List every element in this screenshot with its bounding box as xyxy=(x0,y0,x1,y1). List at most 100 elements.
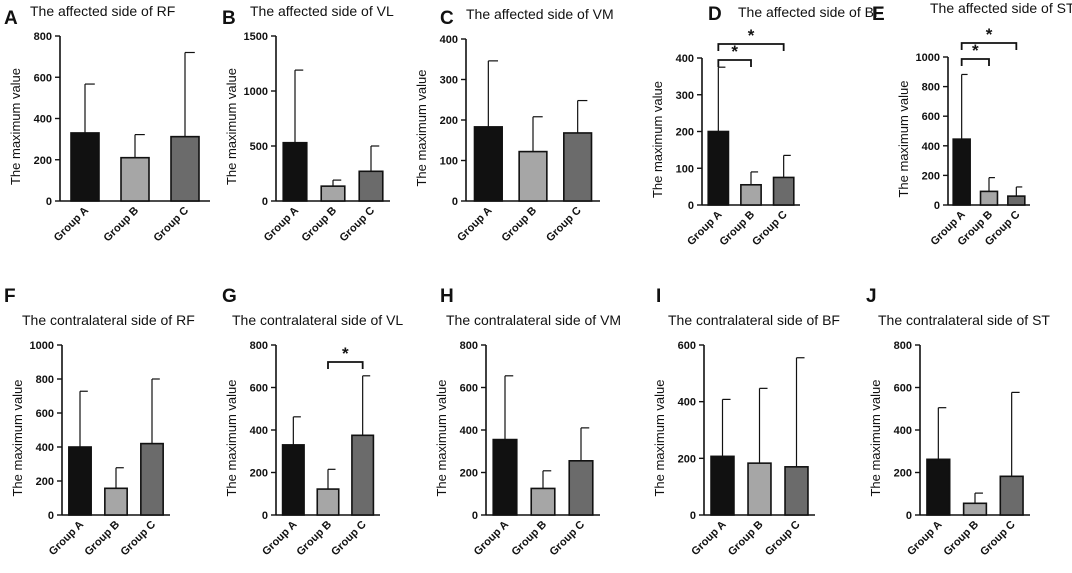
y-tick-label: 600 xyxy=(678,340,696,352)
category-label: Group B xyxy=(942,519,982,559)
y-tick-label: 1000 xyxy=(30,340,54,352)
bar-group-c xyxy=(772,176,795,206)
y-tick-label: 0 xyxy=(934,200,940,212)
y-tick-label: 400 xyxy=(676,53,694,65)
y-tick-label: 400 xyxy=(894,425,912,437)
panel-letter: H xyxy=(440,286,454,307)
bar-group-a xyxy=(710,455,735,516)
bar-group-b xyxy=(120,156,150,202)
y-tick-label: 200 xyxy=(922,170,940,182)
category-label: Group B xyxy=(295,519,335,559)
category-label: Group B xyxy=(83,519,123,559)
category-label: Group B xyxy=(300,205,340,245)
significance-bracket xyxy=(960,58,990,66)
y-tick-label: 800 xyxy=(34,31,52,43)
panel-letter: J xyxy=(866,286,877,307)
y-tick-label: 600 xyxy=(34,72,52,84)
bar-group-c xyxy=(568,460,594,516)
panel-e: E The affected side of ST The maximum valu… xyxy=(872,0,1072,248)
y-axis-label: The maximum value xyxy=(434,379,449,496)
panel-h: H The contralateral side of VM The maximum… xyxy=(434,286,621,558)
bar-group-a xyxy=(282,141,308,202)
y-axis-label: The maximum value xyxy=(652,379,667,496)
panel-d: D The affected side of BF The maximum valu… xyxy=(650,4,883,248)
panel-title: The contralateral side of RF xyxy=(22,312,195,328)
y-axis-label: The maximum value xyxy=(8,68,23,185)
significance-star: * xyxy=(972,41,979,60)
significance-star: * xyxy=(986,25,993,44)
panel-letter: G xyxy=(222,286,237,307)
category-label: Group C xyxy=(978,519,1018,559)
y-tick-label: 0 xyxy=(690,510,696,522)
y-axis-label: The maximum value xyxy=(224,379,239,496)
bar-group-a xyxy=(926,458,951,516)
panel-title: The affected side of VL xyxy=(250,3,394,19)
category-label: Group C xyxy=(763,519,803,559)
y-tick-label: 200 xyxy=(34,155,52,167)
panel-title: The contralateral side of ST xyxy=(878,312,1050,328)
y-tick-label: 200 xyxy=(894,468,912,480)
bar-group-a xyxy=(68,446,92,516)
panel-letter: A xyxy=(4,8,18,29)
panel-letter: D xyxy=(708,4,722,25)
y-tick-label: 300 xyxy=(676,90,694,102)
y-tick-label: 0 xyxy=(46,196,52,208)
panel-title: The contralateral side of VM xyxy=(446,312,621,328)
y-tick-label: 600 xyxy=(36,408,54,420)
y-tick-label: 200 xyxy=(250,468,268,480)
panel-b: B The affected side of VL The maximum valu… xyxy=(222,3,394,244)
y-tick-label: 600 xyxy=(250,383,268,395)
category-label: Group A xyxy=(262,205,301,244)
y-tick-label: 400 xyxy=(460,425,478,437)
category-label: Group C xyxy=(119,519,159,559)
category-label: Group A xyxy=(52,205,91,244)
bar-group-c xyxy=(140,442,164,516)
panel-title: The affected side of ST xyxy=(930,0,1072,16)
significance-bracket xyxy=(717,59,752,67)
y-tick-label: 0 xyxy=(452,196,458,208)
bar-group-a xyxy=(281,444,305,516)
bar-group-b xyxy=(104,487,128,516)
y-tick-label: 0 xyxy=(688,200,694,212)
y-tick-label: 800 xyxy=(922,82,940,94)
y-tick-label: 800 xyxy=(894,340,912,352)
bar-group-b xyxy=(740,183,762,206)
category-label: Group A xyxy=(905,519,944,558)
bar-group-a xyxy=(70,132,100,202)
panel-title: The contralateral side of VL xyxy=(232,312,403,328)
category-label: Group C xyxy=(750,209,790,249)
panel-letter: E xyxy=(872,4,885,25)
y-tick-label: 400 xyxy=(678,397,696,409)
bar-group-c xyxy=(1007,195,1026,206)
y-tick-label: 0 xyxy=(472,510,478,522)
bar-group-c xyxy=(784,466,809,516)
category-label: Group B xyxy=(102,205,142,245)
panel-letter: B xyxy=(222,8,236,29)
bar-group-a xyxy=(952,138,971,206)
y-tick-label: 0 xyxy=(262,196,268,208)
bar-group-a xyxy=(707,130,730,206)
category-label: Group B xyxy=(726,519,766,559)
bar-group-b xyxy=(316,488,340,516)
panel-letter: I xyxy=(656,286,661,307)
panel-letter: F xyxy=(4,286,16,307)
category-label: Group A xyxy=(455,205,494,244)
category-label: Group C xyxy=(544,205,584,245)
panel-i: I The contralateral side of BF The maximum… xyxy=(652,286,840,558)
bar-group-b xyxy=(320,185,346,202)
bar-group-c xyxy=(563,132,593,202)
panel-g: G The contralateral side of VL The maximum… xyxy=(222,286,403,558)
significance-bracket xyxy=(960,42,1018,50)
panel-a: A The affected side of RF The maximum valu… xyxy=(4,3,210,244)
y-tick-label: 500 xyxy=(250,141,268,153)
significance-bracket xyxy=(717,43,785,51)
y-tick-label: 400 xyxy=(922,141,940,153)
panel-title: The contralateral side of BF xyxy=(668,312,840,328)
panel-letter: C xyxy=(440,8,454,29)
category-label: Group C xyxy=(338,205,378,245)
y-tick-label: 200 xyxy=(460,468,478,480)
y-tick-label: 800 xyxy=(250,340,268,352)
y-tick-label: 400 xyxy=(250,425,268,437)
